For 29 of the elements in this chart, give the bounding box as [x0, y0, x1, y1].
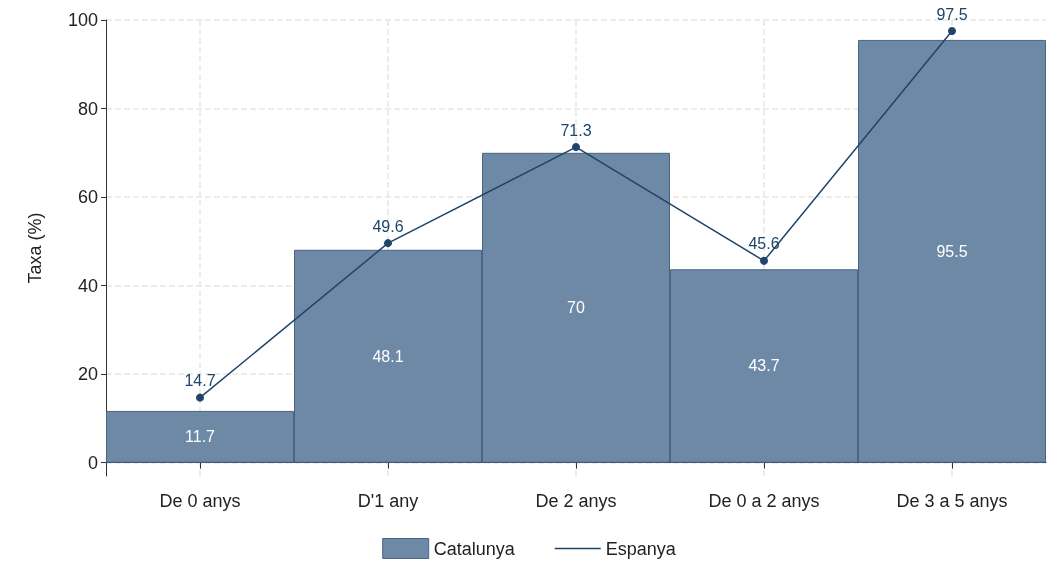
y-tick-label: 0 — [87, 452, 98, 473]
data-label: 49.6 — [372, 217, 404, 235]
y-tick-label: 60 — [77, 187, 98, 208]
y-tick-label: 20 — [77, 364, 98, 385]
data-label: 95.5 — [936, 242, 968, 260]
point — [572, 143, 580, 152]
y-axis-title: Taxa (%) — [25, 212, 45, 284]
data-label: 45.6 — [748, 235, 780, 253]
data-label: 43.7 — [748, 357, 780, 375]
data-label: 71.3 — [560, 121, 592, 139]
x-tick-label: De 0 a 2 anys — [708, 491, 820, 511]
legend-label: Catalunya — [433, 538, 516, 559]
x-tick-label: De 3 a 5 anys — [896, 491, 1008, 511]
x-tick-label: De 0 anys — [159, 491, 241, 511]
point — [760, 256, 768, 265]
x-tick-label: D'1 any — [357, 491, 419, 511]
data-label: 48.1 — [372, 347, 404, 365]
legend-label: Espanya — [605, 538, 677, 559]
x-tick-label: De 2 anys — [535, 491, 617, 511]
data-label: 11.7 — [185, 428, 216, 446]
data-label: 70 — [567, 299, 585, 317]
y-tick-label: 40 — [77, 275, 98, 296]
data-label: 97.5 — [936, 5, 968, 23]
point — [384, 239, 392, 248]
y-tick-label: 80 — [77, 98, 98, 119]
data-label: 14.7 — [184, 372, 216, 390]
y-tick-label: 100 — [67, 10, 98, 30]
point — [196, 393, 204, 402]
point — [948, 27, 956, 36]
